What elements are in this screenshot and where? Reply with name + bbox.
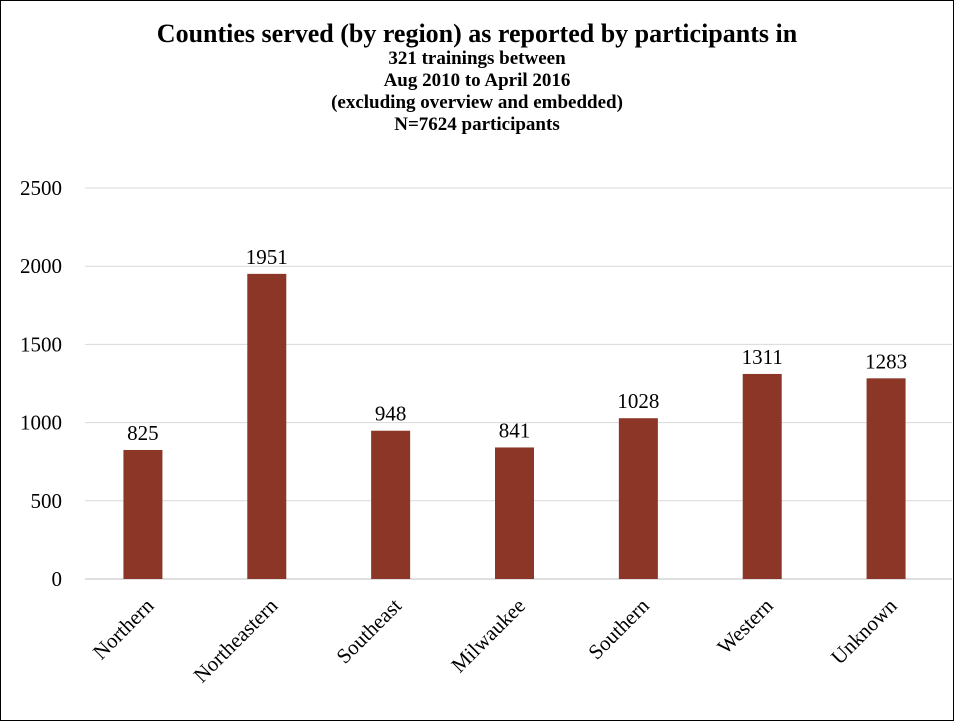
chart-title-block: Counties served (by region) as reported … — [0, 20, 954, 136]
chart-subtitle-4: N=7624 participants — [394, 114, 560, 135]
y-tick-label: 1500 — [20, 332, 62, 356]
chart-subtitle-1: 321 trainings between — [388, 48, 566, 69]
data-label: 948 — [375, 402, 407, 426]
data-label: 841 — [499, 418, 531, 442]
y-tick-label: 2500 — [20, 176, 62, 200]
bar — [742, 373, 782, 579]
x-tick-label: Northeastern — [189, 593, 283, 687]
data-label: 1283 — [865, 349, 907, 373]
bar — [123, 449, 163, 579]
chart-subtitle-3: (excluding overview and embedded) — [331, 92, 623, 113]
x-tick-label: Western — [712, 593, 778, 659]
data-label: 1951 — [246, 245, 288, 269]
data-label: 1311 — [742, 345, 783, 369]
x-tick-label: Milwaukee — [446, 594, 530, 678]
data-label: 825 — [127, 421, 159, 445]
chart-title: Counties served (by region) as reported … — [156, 19, 798, 48]
bar — [371, 430, 411, 579]
chart-subtitle-2: Aug 2010 to April 2016 — [383, 70, 571, 91]
y-tick-label: 2000 — [20, 254, 62, 278]
x-tick-label: Northern — [88, 593, 159, 664]
data-label: 1028 — [617, 389, 659, 413]
x-tick-label: Southeast — [331, 593, 406, 668]
y-tick-label: 500 — [31, 489, 63, 513]
bar — [247, 273, 287, 579]
x-tick-label: Unknown — [826, 593, 902, 669]
bar — [495, 447, 534, 579]
y-tick-label: 0 — [52, 567, 63, 591]
x-tick-label: Southern — [583, 593, 654, 664]
y-tick-label: 1000 — [20, 411, 62, 435]
bar — [866, 378, 906, 579]
bar — [618, 418, 658, 579]
